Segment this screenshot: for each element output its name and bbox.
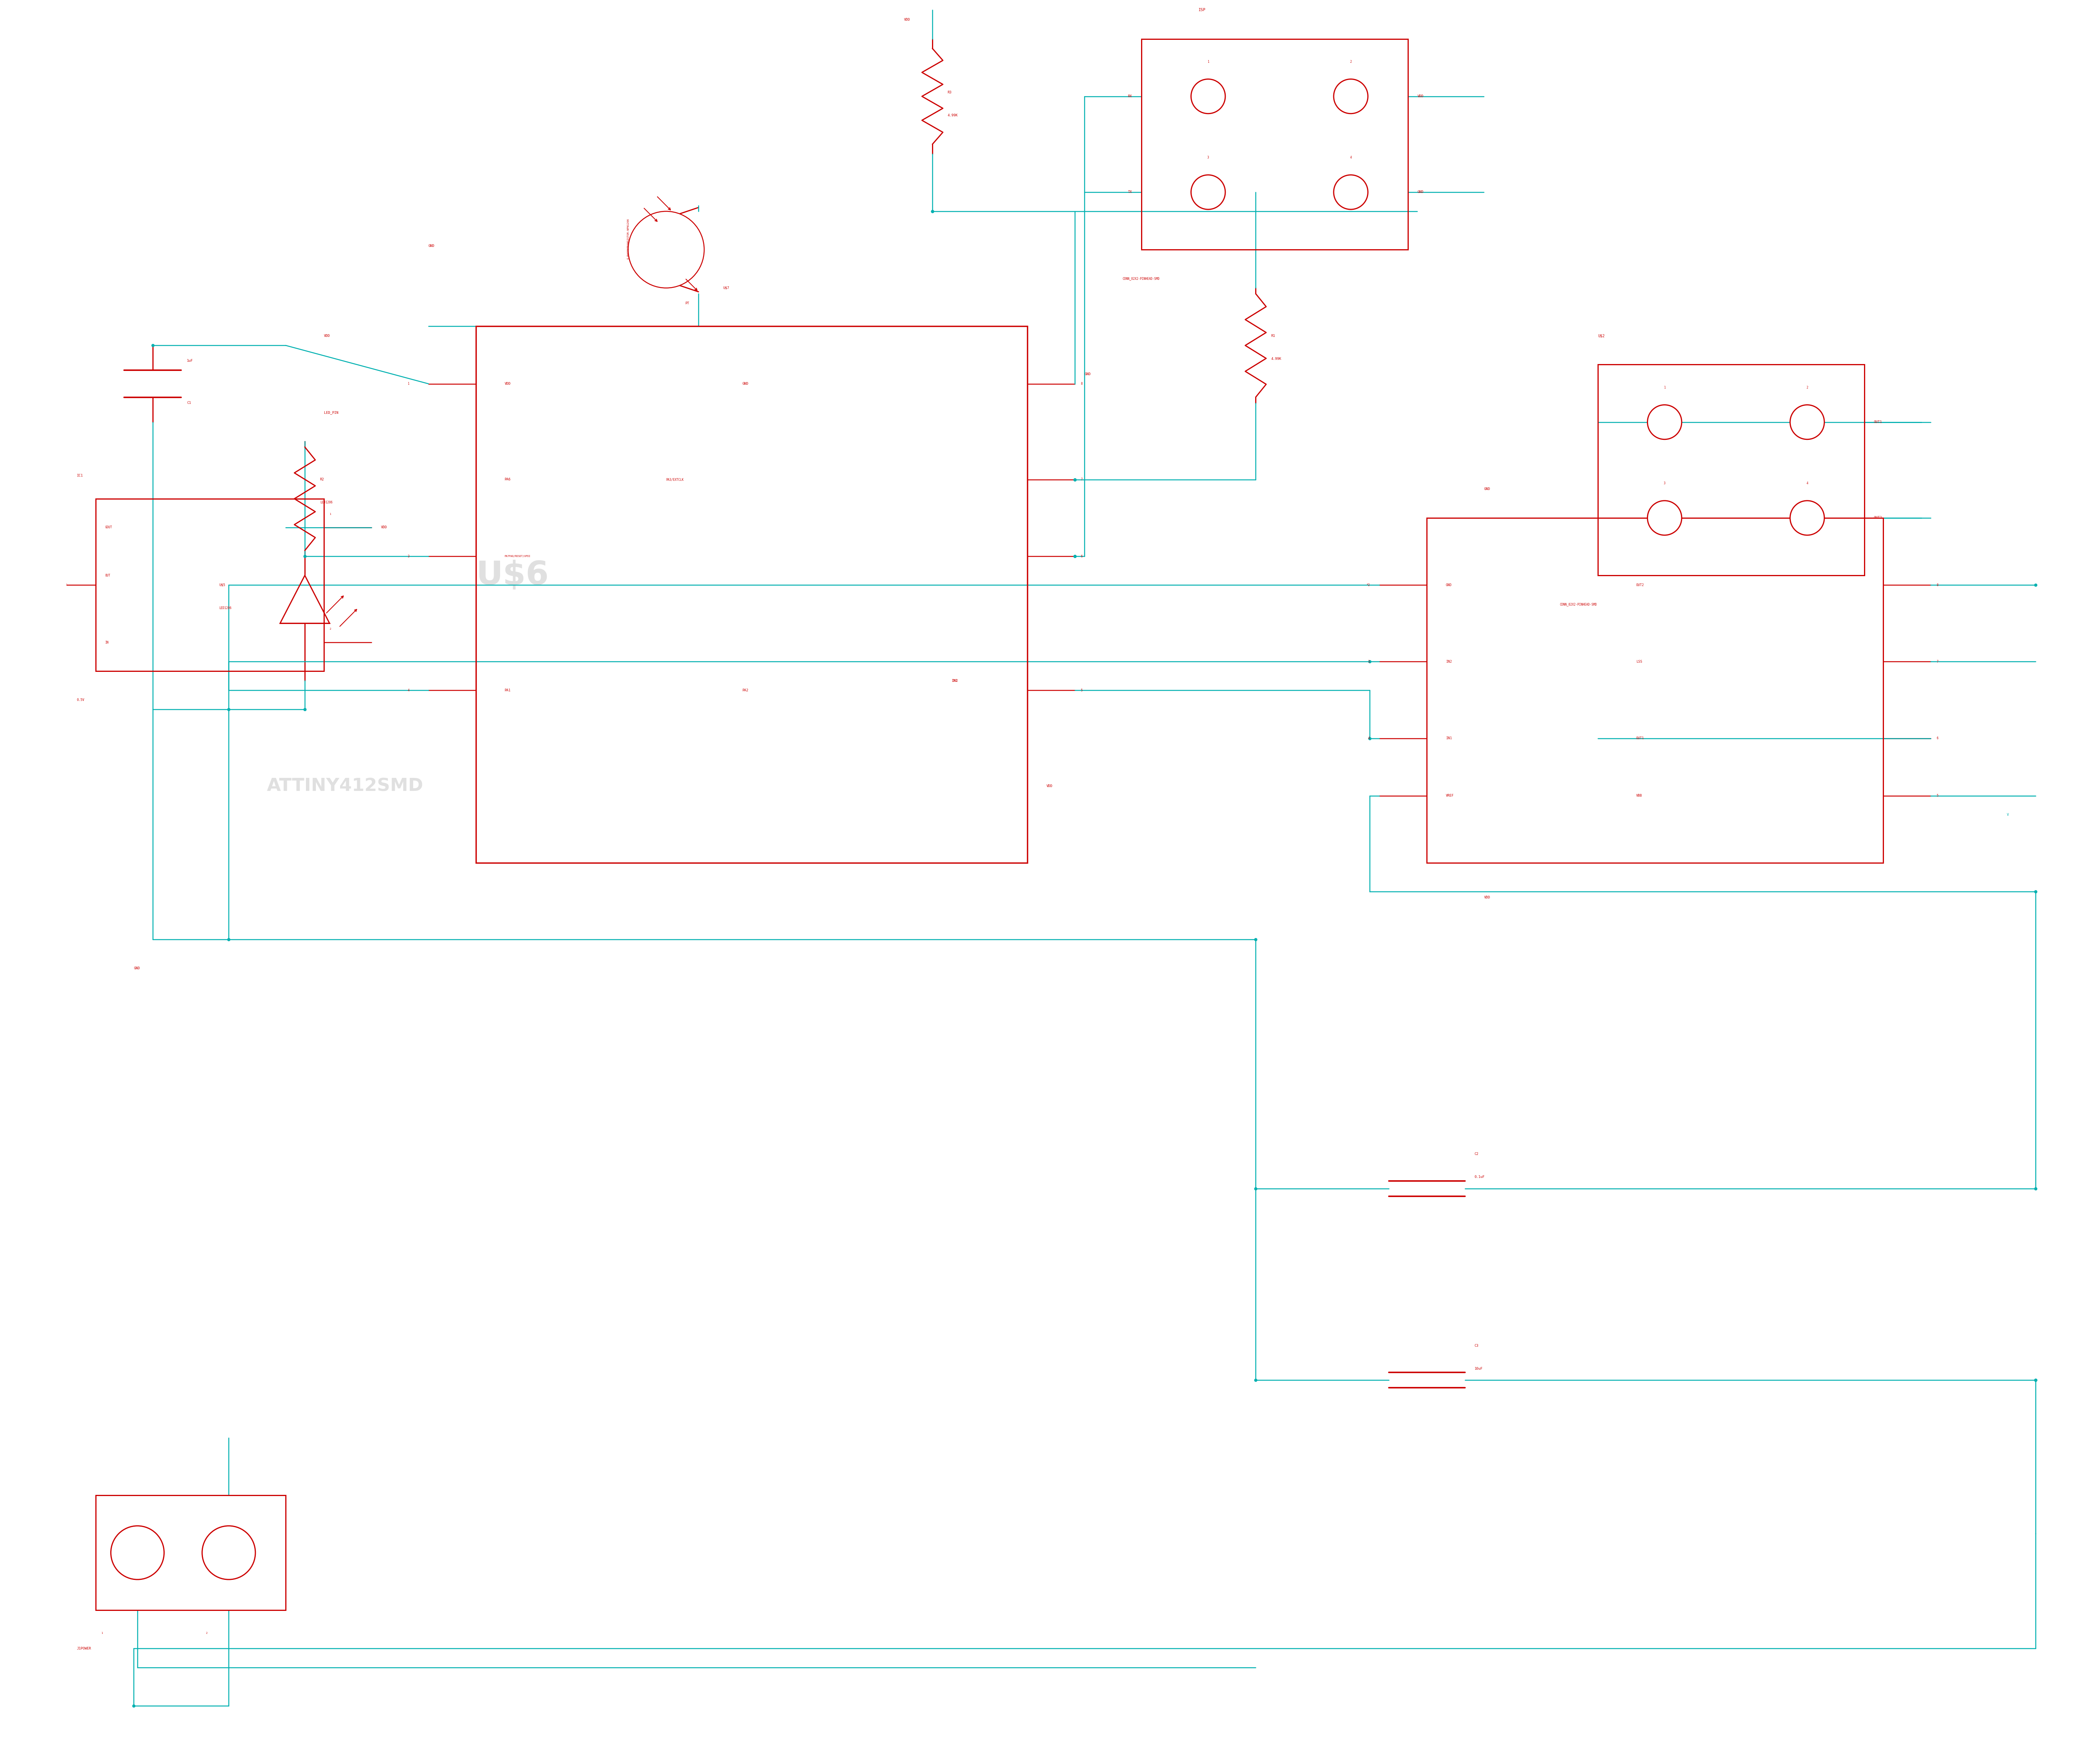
Text: *2: *2 — [1367, 584, 1369, 587]
Text: VDD: VDD — [1417, 95, 1423, 99]
Text: 0.5V: 0.5V — [77, 699, 84, 702]
Text: PA2: PA2 — [743, 688, 749, 691]
Text: U$6: U$6 — [475, 559, 548, 591]
Text: R3: R3 — [948, 90, 952, 93]
Text: R1: R1 — [1270, 333, 1275, 337]
Text: VDD: VDD — [1484, 896, 1490, 900]
Text: C2: C2 — [1473, 1152, 1478, 1155]
Text: 0.1uF: 0.1uF — [1473, 1175, 1484, 1178]
Text: ATTINY412SMD: ATTINY412SMD — [266, 778, 423, 796]
Text: IN1: IN1 — [1446, 737, 1453, 741]
Circle shape — [1647, 501, 1681, 534]
Text: LED_PIN: LED_PIN — [324, 411, 339, 415]
Text: VDD: VDD — [504, 383, 511, 386]
Text: 4.99K: 4.99K — [1270, 356, 1281, 360]
Text: OUT2: OUT2 — [1637, 584, 1645, 587]
Text: 4.99K: 4.99K — [948, 115, 959, 116]
Text: GND: GND — [743, 383, 749, 386]
Text: PA3/EXTCLK: PA3/EXTCLK — [666, 478, 684, 482]
Circle shape — [628, 212, 703, 288]
Text: TX: TX — [1128, 191, 1132, 194]
Bar — [96, 1496, 287, 1611]
Text: IN2: IN2 — [1446, 660, 1453, 663]
Circle shape — [203, 1526, 255, 1579]
Text: VBB: VBB — [1637, 794, 1643, 797]
Text: OUT2: OUT2 — [1873, 517, 1882, 520]
Text: U$2: U$2 — [1599, 333, 1605, 337]
Circle shape — [1790, 406, 1825, 439]
Text: OUT1: OUT1 — [1873, 420, 1882, 423]
Text: OUT: OUT — [105, 573, 111, 577]
Text: GND: GND — [429, 243, 435, 247]
Text: IN: IN — [105, 640, 109, 644]
Text: IN2: IN2 — [952, 679, 959, 683]
Text: J1POWER: J1POWER — [77, 1648, 90, 1649]
Circle shape — [1191, 79, 1224, 113]
Circle shape — [111, 1526, 163, 1579]
Bar — [1599, 365, 1865, 575]
Text: LED1206: LED1206 — [320, 501, 333, 505]
Text: PA1: PA1 — [504, 688, 511, 691]
Circle shape — [1333, 175, 1369, 210]
Text: PT: PT — [684, 302, 689, 305]
Circle shape — [1790, 501, 1825, 534]
Text: U$5: U$5 — [220, 584, 226, 587]
Text: VREF: VREF — [1446, 794, 1455, 797]
Text: IC1: IC1 — [77, 475, 84, 478]
Text: 10uF: 10uF — [1473, 1367, 1482, 1371]
Bar — [475, 326, 1028, 863]
Text: C3: C3 — [1473, 1344, 1478, 1348]
Circle shape — [1333, 79, 1369, 113]
Bar — [1141, 39, 1409, 250]
Text: CONN_02X2-PINHEAD-SMD: CONN_02X2-PINHEAD-SMD — [1559, 603, 1597, 605]
Text: LSS: LSS — [1637, 660, 1643, 663]
Text: GND: GND — [1484, 487, 1490, 490]
Text: PA7PA0/RESET/UPDI: PA7PA0/RESET/UPDI — [504, 556, 530, 557]
Text: IN1: IN1 — [952, 679, 959, 683]
Text: Q_PHOTOTRANSISTOR-NPN1206: Q_PHOTOTRANSISTOR-NPN1206 — [626, 219, 630, 259]
Text: GOUT: GOUT — [105, 526, 113, 529]
Text: GND: GND — [1417, 191, 1423, 194]
Text: R2: R2 — [320, 478, 324, 482]
Text: LED1206: LED1206 — [220, 607, 232, 610]
Text: PA6: PA6 — [504, 478, 511, 482]
Text: VDD: VDD — [1046, 785, 1053, 789]
Text: OUT1: OUT1 — [1637, 737, 1645, 741]
Bar — [1427, 519, 1884, 863]
Text: RX: RX — [1128, 95, 1132, 99]
Text: GND: GND — [134, 967, 140, 970]
Text: VDD: VDD — [904, 18, 910, 21]
Text: U$7: U$7 — [724, 286, 728, 289]
Text: GND: GND — [1446, 584, 1453, 587]
Text: 1uF: 1uF — [186, 360, 193, 363]
Text: VDD: VDD — [381, 526, 387, 529]
Bar — [96, 499, 324, 672]
Text: C1: C1 — [186, 400, 190, 404]
Text: VDD: VDD — [324, 333, 331, 337]
Circle shape — [1647, 406, 1681, 439]
Text: ISP: ISP — [1199, 9, 1206, 12]
Text: CONN_02X2-PINHEAD-SMD: CONN_02X2-PINHEAD-SMD — [1122, 277, 1160, 280]
Text: GND: GND — [1084, 372, 1090, 376]
Circle shape — [1191, 175, 1224, 210]
